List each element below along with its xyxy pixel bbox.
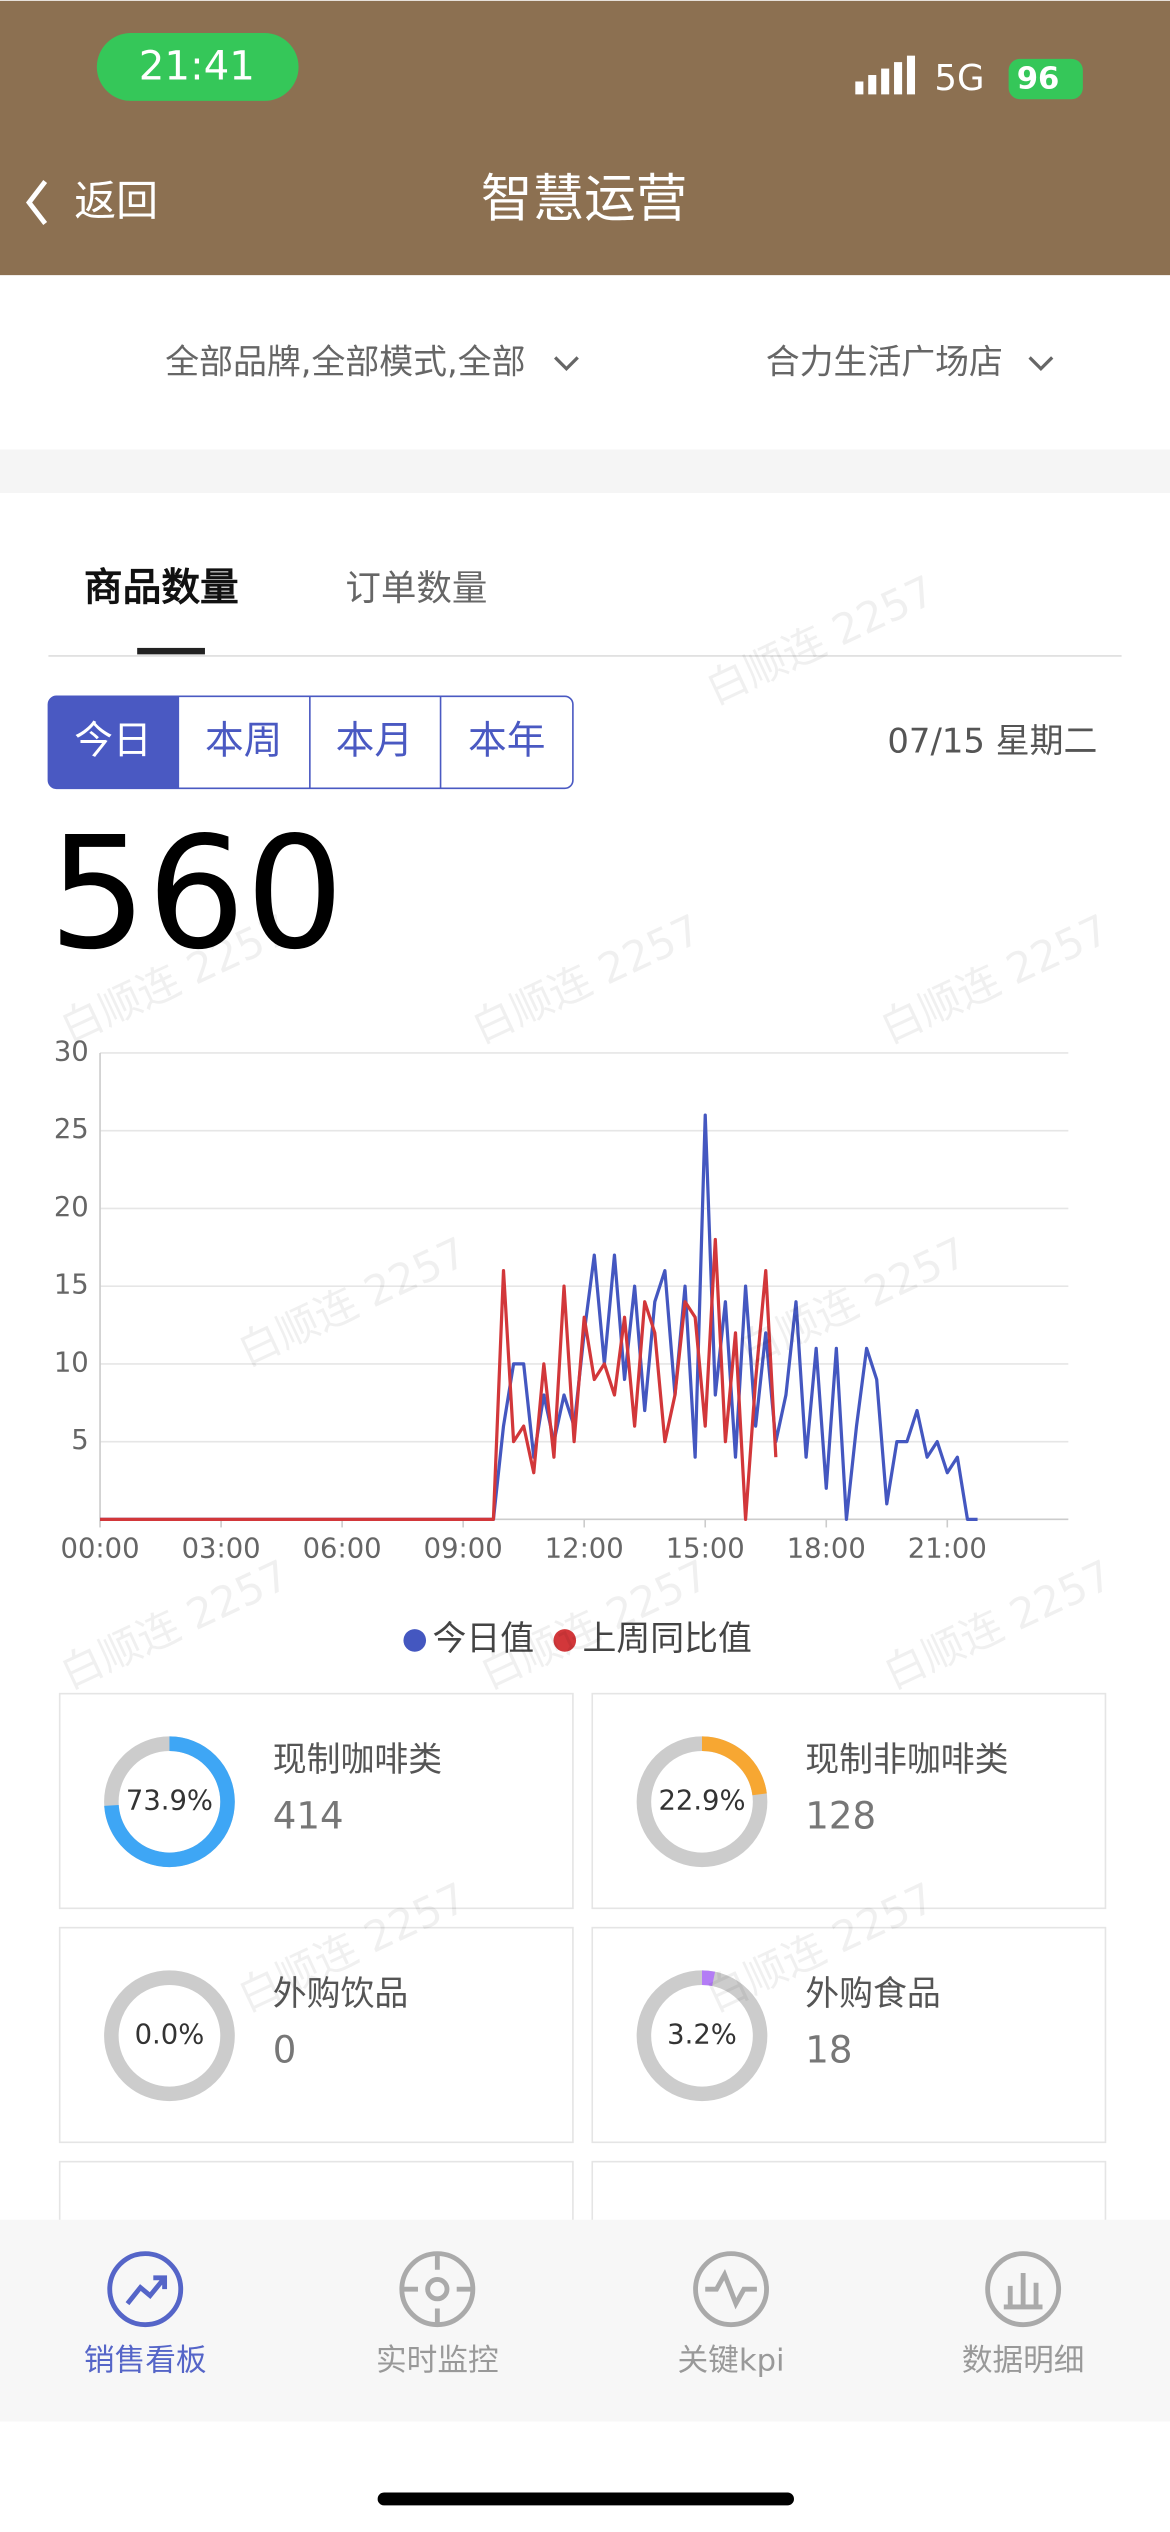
nav-item[interactable]: 数据明细 (962, 2343, 1085, 2378)
back-icon[interactable] (25, 180, 48, 225)
ring-track (104, 1970, 235, 2102)
date: 07/15 星期二 (887, 722, 1097, 761)
period-button[interactable]: 本月 (336, 719, 413, 764)
share-label: 22.9% (658, 1785, 745, 1816)
signal-icon (855, 55, 916, 95)
period-button[interactable]: 本年 (468, 719, 545, 764)
battery-level: 96 (1017, 61, 1060, 96)
total: 560 (48, 803, 344, 984)
store-filter[interactable]: 合力生活广场店 (766, 342, 1003, 381)
category-name: 现制咖啡类 (273, 1740, 442, 1779)
tab-indicator (137, 647, 205, 655)
x-tick-label: 12:00 (545, 1534, 624, 1565)
home-indicator (377, 2492, 794, 2506)
status-time: 21:41 (139, 43, 255, 90)
legend-marker (403, 1629, 427, 1652)
card (58, 1926, 574, 2144)
y-tick-label: 20 (54, 1192, 89, 1223)
legend-label: 上周同比值 (583, 1619, 752, 1658)
x-tick-label: 03:00 (182, 1534, 261, 1565)
separator (0, 449, 1170, 493)
period-button[interactable]: 今日 (74, 719, 151, 764)
brand-filter[interactable]: 全部品牌,全部模式,全部 (165, 342, 525, 381)
chart: 5 10 15 20 25 30 00:00 03:00 06:00 09:00 12:00 15:0… (54, 1036, 1069, 1658)
page-title: 智慧运营 (481, 170, 688, 230)
nav-item[interactable]: 实时监控 (376, 2343, 499, 2378)
battery (1008, 58, 1083, 100)
share-label: 3.2% (667, 2019, 737, 2050)
nav-item-active[interactable]: 销售看板 (84, 2343, 207, 2378)
x-tick-label: 21:00 (908, 1534, 987, 1565)
card (58, 1692, 574, 1910)
category-name: 现制非咖啡类 (805, 1740, 1008, 1779)
legend-label: 今日值 (432, 1619, 534, 1658)
x-tick-label: 15:00 (666, 1534, 745, 1565)
y-tick-label: 5 (71, 1425, 88, 1456)
chevron (554, 356, 579, 372)
nav-icons (107, 2251, 1062, 2328)
bottom-nav (0, 2219, 1170, 2422)
tab-active[interactable]: 商品数量 (84, 565, 239, 610)
category-count: 414 (273, 1794, 344, 1837)
back-button[interactable]: 返回 (74, 177, 158, 226)
legend-marker (553, 1629, 577, 1652)
ring-arc (636, 1970, 768, 2102)
chevron (1028, 356, 1054, 372)
share-label: 0.0% (135, 2019, 205, 2050)
category-count: 0 (273, 2028, 297, 2071)
y-tick-label: 10 (54, 1347, 89, 1378)
period-active-bg (48, 696, 180, 789)
y-tick-label: 25 (54, 1114, 89, 1145)
series-line (100, 1237, 778, 1521)
card (591, 1692, 1107, 1910)
ring-arc (104, 1736, 235, 1868)
x-tick-label: 06:00 (303, 1534, 382, 1565)
category-name: 外购饮品 (273, 1974, 409, 2013)
period-button[interactable]: 本周 (205, 719, 282, 764)
category-count: 18 (805, 2028, 852, 2071)
share-label: 73.9% (126, 1785, 213, 1816)
category-name: 外购食品 (805, 1974, 941, 2013)
x-tick-label: 09:00 (424, 1534, 503, 1565)
time-pill (96, 33, 299, 101)
y-tick-label: 30 (54, 1036, 89, 1067)
y-tick-label: 15 (54, 1270, 89, 1301)
ring-arc (636, 1736, 768, 1868)
nav-item[interactable]: 关键kpi (678, 2343, 785, 2378)
category-cards: 73.9% 现制咖啡类 414 22.9% 现制非咖啡类 128 0.0% 外购饮品 0 3.2%… (58, 1692, 1107, 2378)
category-count: 128 (805, 1794, 876, 1837)
tab[interactable]: 订单数量 (345, 568, 487, 609)
x-tick-label: 18:00 (787, 1534, 866, 1565)
card (591, 1926, 1107, 2144)
network: 5G (934, 58, 984, 99)
x-tick-label: 00:00 (61, 1534, 140, 1565)
